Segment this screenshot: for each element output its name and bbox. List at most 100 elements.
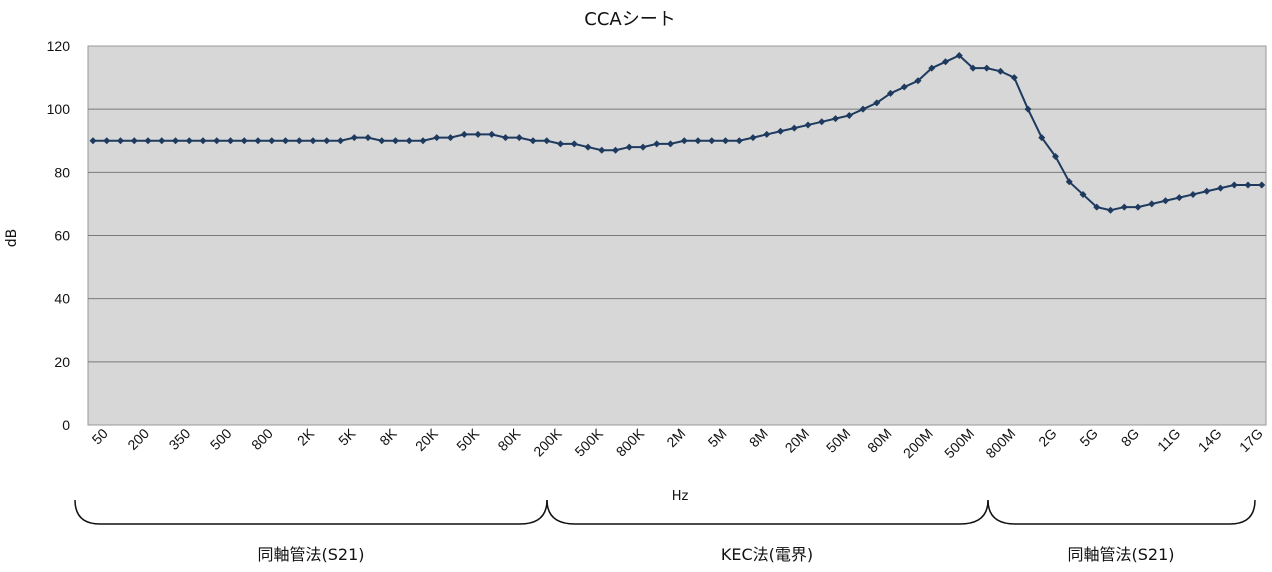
chart-title: CCAシート	[584, 9, 675, 30]
data-point	[254, 137, 262, 145]
data-point	[928, 64, 936, 72]
data-point	[818, 118, 826, 126]
x-tick-label: 8M	[746, 425, 771, 450]
x-tick-label: 5G	[1076, 425, 1101, 450]
data-point	[1052, 153, 1059, 161]
x-tick-label: 350	[166, 425, 194, 453]
data-point	[804, 121, 812, 129]
x-tick-label: 50	[89, 425, 111, 447]
x-tick-label: 200K	[530, 425, 565, 460]
data-point	[873, 99, 881, 107]
data-point	[144, 137, 152, 145]
data-point	[337, 137, 344, 145]
method-label-1: 同軸管法(S21)	[257, 545, 364, 564]
data-point	[735, 137, 743, 145]
x-tick-label: 80M	[864, 425, 895, 456]
x-tick-label: 500	[207, 425, 235, 453]
y-tick-label: 0	[62, 417, 70, 433]
x-tick-label: 8K	[376, 425, 400, 449]
data-point	[227, 137, 234, 145]
method-label-2: KEC法(電界)	[721, 545, 813, 564]
data-point	[309, 137, 317, 145]
y-axis-ticks: 0 20 40 60 80 100 120	[47, 38, 71, 433]
data-point	[89, 137, 97, 145]
method-label-3: 同軸管法(S21)	[1067, 545, 1174, 564]
x-tick-label: 200M	[900, 425, 936, 461]
data-point	[639, 143, 647, 151]
data-point	[612, 146, 619, 154]
data-point	[1258, 181, 1266, 189]
data-point	[1010, 74, 1018, 82]
data-point	[433, 134, 441, 142]
x-tick-label: 500K	[571, 425, 606, 460]
data-point	[997, 67, 1004, 75]
data-point	[942, 58, 949, 66]
x-tick-label: 17G	[1236, 425, 1266, 455]
x-tick-label: 800M	[982, 425, 1018, 461]
data-point	[983, 64, 991, 72]
data-point	[887, 89, 894, 97]
data-point	[859, 105, 867, 113]
data-point	[213, 137, 221, 145]
x-tick-label: 20M	[782, 425, 813, 456]
data-point	[845, 111, 853, 119]
data-point	[625, 143, 633, 151]
series-line	[89, 51, 1266, 214]
data-point	[364, 134, 372, 142]
x-tick-label: 80K	[494, 425, 523, 454]
y-tick-label: 60	[54, 228, 70, 244]
data-point	[1189, 190, 1197, 198]
x-tick-label: 800	[248, 425, 276, 453]
bracket-2	[546, 499, 989, 525]
data-point	[1065, 178, 1073, 186]
data-point	[240, 137, 248, 145]
method-brackets	[74, 499, 1256, 525]
data-point	[378, 137, 386, 145]
x-axis-ticks: 50 200 350 500 800 2K 5K 8K 20K 50K 80K 200K 500K 800…	[89, 425, 1266, 462]
data-point	[722, 137, 729, 145]
data-point	[117, 137, 124, 145]
x-tick-label: 11G	[1154, 425, 1183, 454]
data-point	[749, 134, 757, 142]
x-tick-label: 2K	[294, 425, 318, 449]
x-tick-label: 2M	[663, 425, 688, 450]
data-point	[914, 77, 922, 85]
data-point	[1024, 105, 1032, 113]
data-point	[103, 137, 111, 145]
data-point	[1134, 203, 1142, 211]
data-point	[282, 137, 289, 145]
data-point	[488, 130, 496, 138]
y-axis-label: dB	[4, 229, 20, 248]
data-point	[1120, 203, 1128, 211]
data-point	[832, 115, 839, 123]
data-point	[969, 64, 977, 72]
x-tick-label: 2G	[1035, 425, 1060, 450]
y-tick-label: 100	[47, 101, 71, 117]
bracket-1	[74, 499, 548, 525]
x-tick-label: 5K	[335, 425, 359, 449]
data-point	[777, 127, 784, 135]
data-point	[460, 130, 468, 138]
data-point	[570, 140, 578, 148]
x-tick-label: 8G	[1118, 425, 1143, 450]
y-tick-label: 80	[54, 164, 70, 180]
data-point	[515, 134, 523, 142]
data-point	[185, 137, 193, 145]
data-point	[392, 137, 399, 145]
data-point	[295, 137, 303, 145]
data-point	[529, 137, 537, 145]
data-point	[1217, 184, 1224, 192]
data-point	[694, 137, 702, 145]
data-point	[598, 146, 606, 154]
data-point	[1079, 190, 1087, 198]
data-point	[268, 137, 276, 145]
y-tick-label: 120	[47, 38, 71, 54]
data-point	[1162, 197, 1169, 205]
data-point	[667, 140, 674, 148]
data-point	[130, 137, 138, 145]
x-axis-label: Hz	[672, 489, 689, 504]
data-point	[763, 130, 771, 138]
data-point	[557, 140, 564, 148]
data-point	[900, 83, 908, 91]
